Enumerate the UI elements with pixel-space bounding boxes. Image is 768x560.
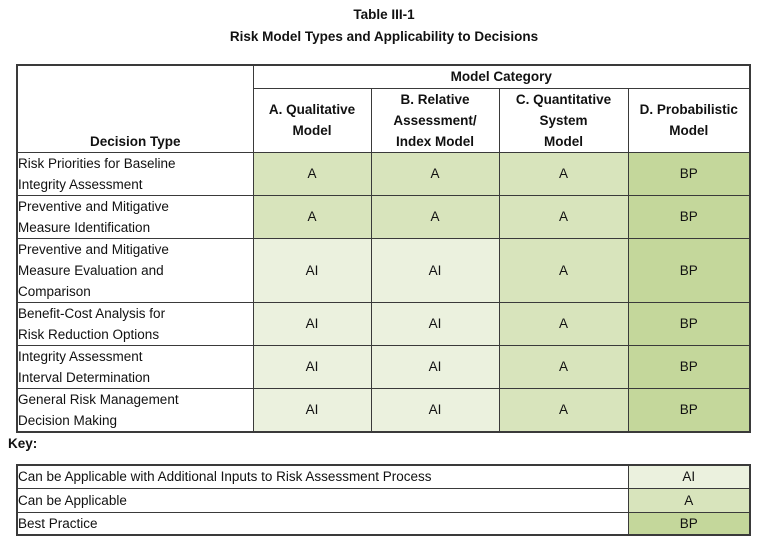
matrix-cell: AI (370, 301, 500, 346)
table-title: Risk Model Types and Applicability to De… (229, 29, 539, 44)
key-code-cell: BP (627, 511, 751, 536)
matrix-cell: A (498, 387, 629, 432)
matrix-cell: A (498, 194, 629, 239)
matrix-cell: A (370, 194, 500, 239)
table-number-title: Table III-1 (353, 7, 415, 22)
table-row: Integrity Assessment Interval Determinat… (16, 344, 751, 389)
matrix-cell: BP (627, 194, 751, 239)
key-table: Can be Applicable with Additional Inputs… (16, 464, 751, 536)
table-row: Preventive and Mitigative Measure Evalua… (16, 237, 751, 303)
matrix-cell: BP (627, 151, 751, 196)
matrix-cell: AI (252, 387, 372, 432)
key-row: Can be Applicable A (16, 487, 751, 513)
matrix-cell: AI (370, 387, 500, 432)
matrix-cell: A (498, 151, 629, 196)
matrix-cell: A (370, 151, 500, 196)
table-row: General Risk Management Decision Making … (16, 387, 751, 432)
decision-type-cell: General Risk Management Decision Making (16, 387, 254, 432)
column-header-qualitative: A. Qualitative Model (252, 87, 372, 153)
key-description: Can be Applicable (16, 487, 629, 513)
matrix-cell: BP (627, 301, 751, 346)
matrix-cell: AI (252, 237, 372, 303)
table-row: Risk Priorities for Baseline Integrity A… (16, 151, 751, 196)
matrix-cell: AI (370, 237, 500, 303)
matrix-cell: A (252, 151, 372, 196)
matrix-cell: A (252, 194, 372, 239)
table-row: Preventive and Mitigative Measure Identi… (16, 194, 751, 239)
key-row: Can be Applicable with Additional Inputs… (16, 464, 751, 489)
matrix-cell: AI (252, 344, 372, 389)
model-category-header: Model Category (252, 64, 751, 89)
column-header-probabilistic: D. Probabilistic Model (627, 87, 751, 153)
matrix-cell: BP (627, 344, 751, 389)
decision-type-cell: Integrity Assessment Interval Determinat… (16, 344, 254, 389)
key-description: Can be Applicable with Additional Inputs… (16, 464, 629, 489)
matrix-cell: BP (627, 237, 751, 303)
decision-type-header: Decision Type (16, 64, 254, 153)
matrix-cell: AI (252, 301, 372, 346)
matrix-cell: BP (627, 387, 751, 432)
decision-type-cell: Preventive and Mitigative Measure Identi… (16, 194, 254, 239)
column-header-quantitative: C. Quantitative System Model (498, 87, 629, 153)
matrix-cell: A (498, 301, 629, 346)
key-label: Key: (8, 436, 38, 451)
table-row: Benefit-Cost Analysis for Risk Reduction… (16, 301, 751, 346)
column-header-relative: B. Relative Assessment/ Index Model (370, 87, 500, 153)
decision-type-cell: Preventive and Mitigative Measure Evalua… (16, 237, 254, 303)
decision-type-cell: Benefit-Cost Analysis for Risk Reduction… (16, 301, 254, 346)
key-description: Best Practice (16, 511, 629, 536)
key-code-cell: A (627, 487, 751, 513)
matrix-cell: A (498, 237, 629, 303)
key-row: Best Practice BP (16, 511, 751, 536)
key-code-cell: AI (627, 464, 751, 489)
decision-type-cell: Risk Priorities for Baseline Integrity A… (16, 151, 254, 196)
risk-model-matrix-table: Decision Type Model Category A. Qualitat… (16, 64, 752, 433)
matrix-cell: A (498, 344, 629, 389)
matrix-cell: AI (370, 344, 500, 389)
